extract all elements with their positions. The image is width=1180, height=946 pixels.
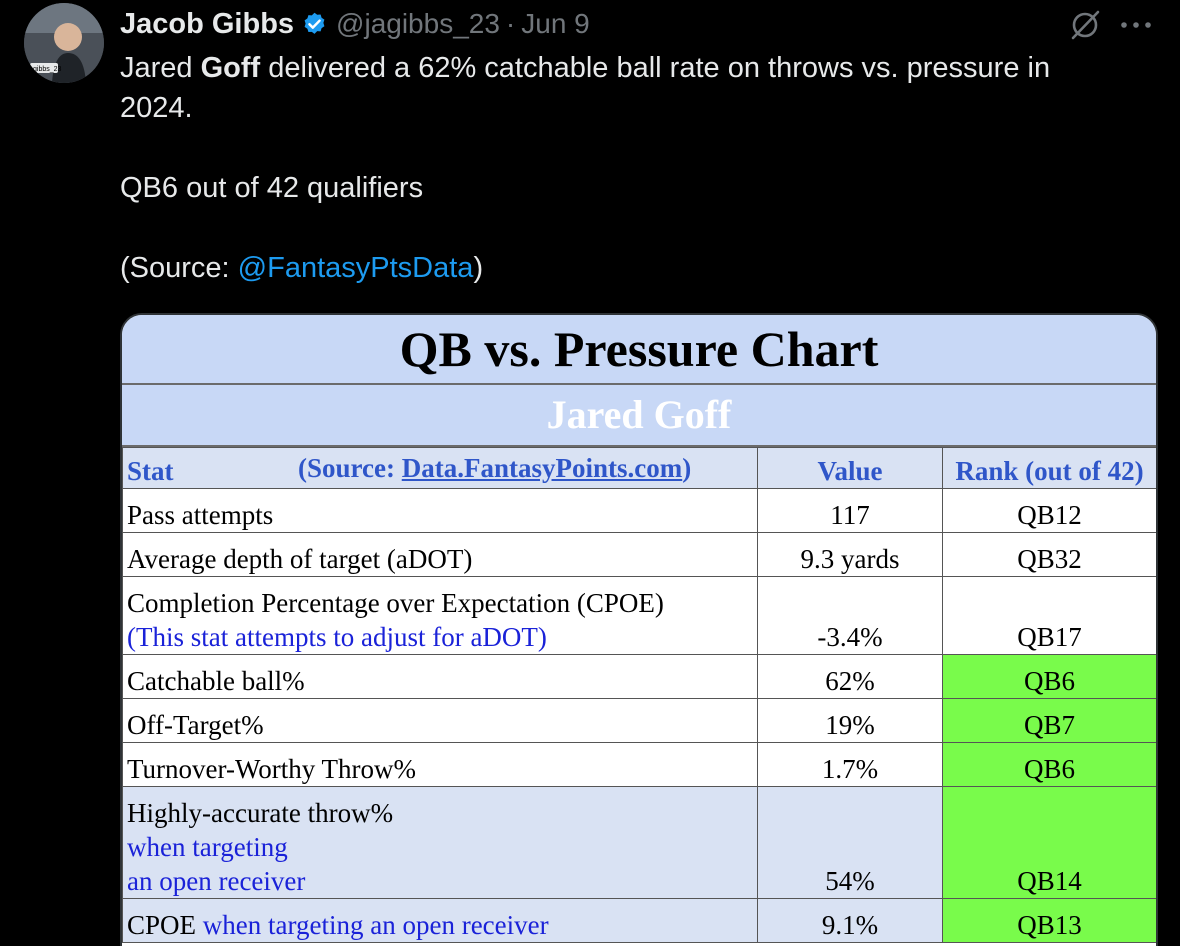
- tweet-source-line: (Source: @FantasyPtsData): [120, 252, 484, 284]
- grok-icon[interactable]: [1068, 8, 1102, 42]
- table-row: Pass attempts 117 QB12: [122, 488, 1156, 533]
- stat-label: Catchable ball%: [122, 654, 758, 699]
- stat-rank-highlighted: QB6: [942, 654, 1156, 699]
- stat-value: 19%: [757, 698, 943, 743]
- tweet-text: Jared Goff delivered a 62% catchable bal…: [120, 48, 1120, 288]
- header-stat: Stat (Source: Data.FantasyPoints.com): [122, 447, 758, 489]
- stat-rank: QB17: [942, 576, 1156, 655]
- table-header-row: Stat (Source: Data.FantasyPoints.com) Va…: [122, 447, 1156, 489]
- stat-label: Turnover-Worthy Throw%: [122, 742, 758, 787]
- stat-note: when targeting: [127, 832, 288, 862]
- stat-value: 54%: [757, 786, 943, 899]
- table-row: Catchable ball% 62% QB6: [122, 654, 1156, 699]
- stat-rank: QB32: [942, 532, 1156, 577]
- tweet-header: Jacob Gibbs @jagibbs_23 · Jun 9: [120, 4, 590, 44]
- verified-badge-icon[interactable]: [301, 11, 328, 38]
- stat-value: 9.3 yards: [757, 532, 943, 577]
- table-row: Completion Percentage over Expectation (…: [122, 576, 1156, 655]
- stat-label: Average depth of target (aDOT): [122, 532, 758, 577]
- display-name[interactable]: Jacob Gibbs: [120, 7, 295, 40]
- handle[interactable]: @jagibbs_23: [336, 8, 500, 39]
- stat-value: 9.1%: [757, 898, 943, 943]
- stat-label: Highly-accurate throw% when targeting an…: [122, 786, 758, 899]
- stat-rank-highlighted: QB13: [942, 898, 1156, 943]
- stat-value: 117: [757, 488, 943, 533]
- tweet-date[interactable]: Jun 9: [521, 8, 590, 39]
- stat-rank-highlighted: QB7: [942, 698, 1156, 743]
- more-icon[interactable]: [1118, 18, 1154, 30]
- stat-label: Completion Percentage over Expectation (…: [122, 576, 758, 655]
- player-name: Goff: [200, 52, 261, 84]
- stat-value: -3.4%: [757, 576, 943, 655]
- chart-title: QB vs. Pressure Chart: [122, 315, 1156, 385]
- stat-note: an open receiver: [127, 866, 306, 896]
- stat-note: (This stat attempts to adjust for aDOT): [127, 622, 547, 652]
- tweet-line-2: QB6 out of 42 qualifiers: [120, 172, 424, 204]
- stat-label: CPOE when targeting an open receiver: [122, 898, 758, 943]
- stat-note: when targeting an open receiver: [202, 910, 549, 940]
- header-rank: Rank (out of 42): [942, 447, 1156, 489]
- stat-label: Off-Target%: [122, 698, 758, 743]
- table-row: Highly-accurate throw% when targeting an…: [122, 786, 1156, 899]
- avatar[interactable]: gibbs_23: [24, 3, 104, 83]
- stats-table: Stat (Source: Data.FantasyPoints.com) Va…: [122, 447, 1156, 943]
- stat-rank: QB12: [942, 488, 1156, 533]
- stat-label: Pass attempts: [122, 488, 758, 533]
- header-value: Value: [757, 447, 943, 489]
- stat-value: 1.7%: [757, 742, 943, 787]
- mention-link[interactable]: @FantasyPtsData: [237, 252, 474, 284]
- separator-dot: ·: [505, 8, 516, 39]
- stat-rank-highlighted: QB6: [942, 742, 1156, 787]
- avatar-image: gibbs_23: [24, 3, 104, 83]
- table-row: Average depth of target (aDOT) 9.3 yards…: [122, 532, 1156, 577]
- header-source: (Source: Data.FantasyPoints.com): [298, 453, 692, 483]
- table-row: Off-Target% 19% QB7: [122, 698, 1156, 743]
- svg-text:gibbs_23: gibbs_23: [33, 66, 62, 73]
- table-row: Turnover-Worthy Throw% 1.7% QB6: [122, 742, 1156, 787]
- stat-value: 62%: [757, 654, 943, 699]
- tweet-line-1: Jared Goff delivered a 62% catchable bal…: [120, 52, 1051, 124]
- source-link: Data.FantasyPoints.com: [401, 453, 683, 483]
- tweet-media-image[interactable]: QB vs. Pressure Chart Jared Goff Stat (S…: [120, 313, 1158, 946]
- stat-rank-highlighted: QB14: [942, 786, 1156, 899]
- table-row: CPOE when targeting an open receiver 9.1…: [122, 898, 1156, 943]
- player-name-banner: Jared Goff: [122, 385, 1156, 447]
